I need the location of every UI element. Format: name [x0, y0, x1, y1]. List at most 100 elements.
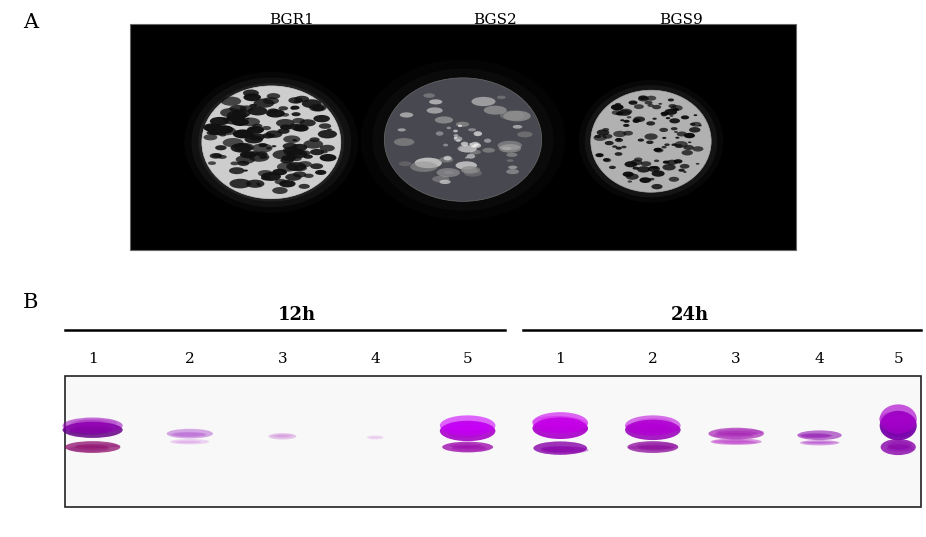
Ellipse shape: [72, 423, 111, 428]
Ellipse shape: [585, 85, 717, 197]
Ellipse shape: [446, 423, 483, 434]
Ellipse shape: [616, 138, 621, 141]
Ellipse shape: [209, 153, 222, 158]
Ellipse shape: [652, 105, 661, 109]
Ellipse shape: [444, 143, 448, 147]
Ellipse shape: [444, 156, 452, 161]
Ellipse shape: [637, 166, 650, 172]
Ellipse shape: [268, 108, 279, 113]
Ellipse shape: [612, 110, 622, 115]
Ellipse shape: [460, 166, 481, 174]
Ellipse shape: [220, 108, 241, 118]
Ellipse shape: [240, 105, 254, 112]
Ellipse shape: [675, 137, 680, 139]
Ellipse shape: [650, 166, 654, 169]
Ellipse shape: [248, 133, 265, 141]
Ellipse shape: [304, 140, 323, 149]
Ellipse shape: [683, 145, 694, 150]
Ellipse shape: [684, 133, 695, 138]
Ellipse shape: [885, 422, 915, 438]
Ellipse shape: [666, 117, 670, 119]
Ellipse shape: [694, 114, 697, 116]
Ellipse shape: [538, 416, 582, 429]
Ellipse shape: [690, 123, 695, 126]
Ellipse shape: [244, 93, 261, 101]
Text: Wild-type: Wild-type: [255, 40, 329, 54]
Ellipse shape: [883, 413, 916, 429]
Ellipse shape: [272, 150, 294, 159]
Ellipse shape: [300, 119, 316, 127]
Ellipse shape: [293, 118, 305, 124]
Ellipse shape: [286, 162, 307, 171]
Ellipse shape: [174, 441, 201, 444]
Ellipse shape: [290, 124, 298, 127]
Text: BGS9: BGS9: [658, 13, 703, 27]
Ellipse shape: [229, 167, 244, 174]
Ellipse shape: [804, 442, 831, 444]
Ellipse shape: [626, 173, 639, 180]
Ellipse shape: [880, 404, 917, 434]
Ellipse shape: [595, 153, 604, 157]
Ellipse shape: [321, 150, 328, 154]
Ellipse shape: [208, 129, 222, 135]
Ellipse shape: [271, 134, 275, 136]
Ellipse shape: [473, 131, 482, 136]
Ellipse shape: [257, 184, 261, 186]
Ellipse shape: [247, 126, 264, 134]
Ellipse shape: [879, 412, 910, 426]
Ellipse shape: [280, 125, 293, 130]
Text: B: B: [23, 293, 39, 311]
Ellipse shape: [454, 136, 462, 141]
Ellipse shape: [394, 138, 414, 146]
Ellipse shape: [482, 148, 494, 153]
Ellipse shape: [674, 131, 678, 133]
Ellipse shape: [319, 124, 332, 129]
Text: 12h: 12h: [277, 306, 316, 324]
Ellipse shape: [423, 93, 435, 98]
Ellipse shape: [638, 96, 649, 101]
Ellipse shape: [272, 172, 279, 175]
Ellipse shape: [469, 150, 481, 154]
Ellipse shape: [579, 80, 723, 202]
Ellipse shape: [612, 146, 618, 148]
Ellipse shape: [714, 440, 750, 442]
Ellipse shape: [310, 163, 323, 169]
Ellipse shape: [465, 157, 469, 158]
Ellipse shape: [532, 412, 588, 434]
Ellipse shape: [462, 167, 477, 173]
Ellipse shape: [507, 169, 519, 174]
Ellipse shape: [372, 69, 554, 211]
Ellipse shape: [448, 427, 482, 438]
Ellipse shape: [683, 171, 686, 173]
Ellipse shape: [169, 432, 206, 437]
Ellipse shape: [232, 129, 253, 139]
Ellipse shape: [532, 418, 588, 439]
Ellipse shape: [603, 128, 609, 131]
Ellipse shape: [500, 111, 525, 120]
Ellipse shape: [198, 83, 344, 201]
Ellipse shape: [631, 159, 643, 165]
Ellipse shape: [294, 125, 308, 132]
Text: A: A: [23, 13, 38, 32]
Ellipse shape: [315, 170, 327, 175]
Ellipse shape: [646, 121, 656, 126]
Ellipse shape: [279, 106, 288, 111]
Ellipse shape: [427, 107, 443, 114]
Ellipse shape: [648, 166, 660, 172]
Ellipse shape: [672, 108, 679, 111]
Ellipse shape: [231, 162, 239, 165]
Ellipse shape: [669, 115, 673, 117]
Ellipse shape: [444, 422, 489, 432]
Ellipse shape: [298, 161, 312, 167]
Ellipse shape: [282, 143, 297, 149]
Ellipse shape: [302, 99, 321, 108]
Ellipse shape: [65, 441, 120, 453]
Ellipse shape: [484, 139, 491, 143]
Ellipse shape: [208, 161, 216, 165]
Ellipse shape: [538, 422, 579, 433]
Ellipse shape: [636, 442, 678, 449]
Ellipse shape: [319, 154, 336, 162]
Ellipse shape: [615, 138, 623, 142]
Ellipse shape: [222, 118, 226, 119]
Ellipse shape: [674, 141, 688, 148]
